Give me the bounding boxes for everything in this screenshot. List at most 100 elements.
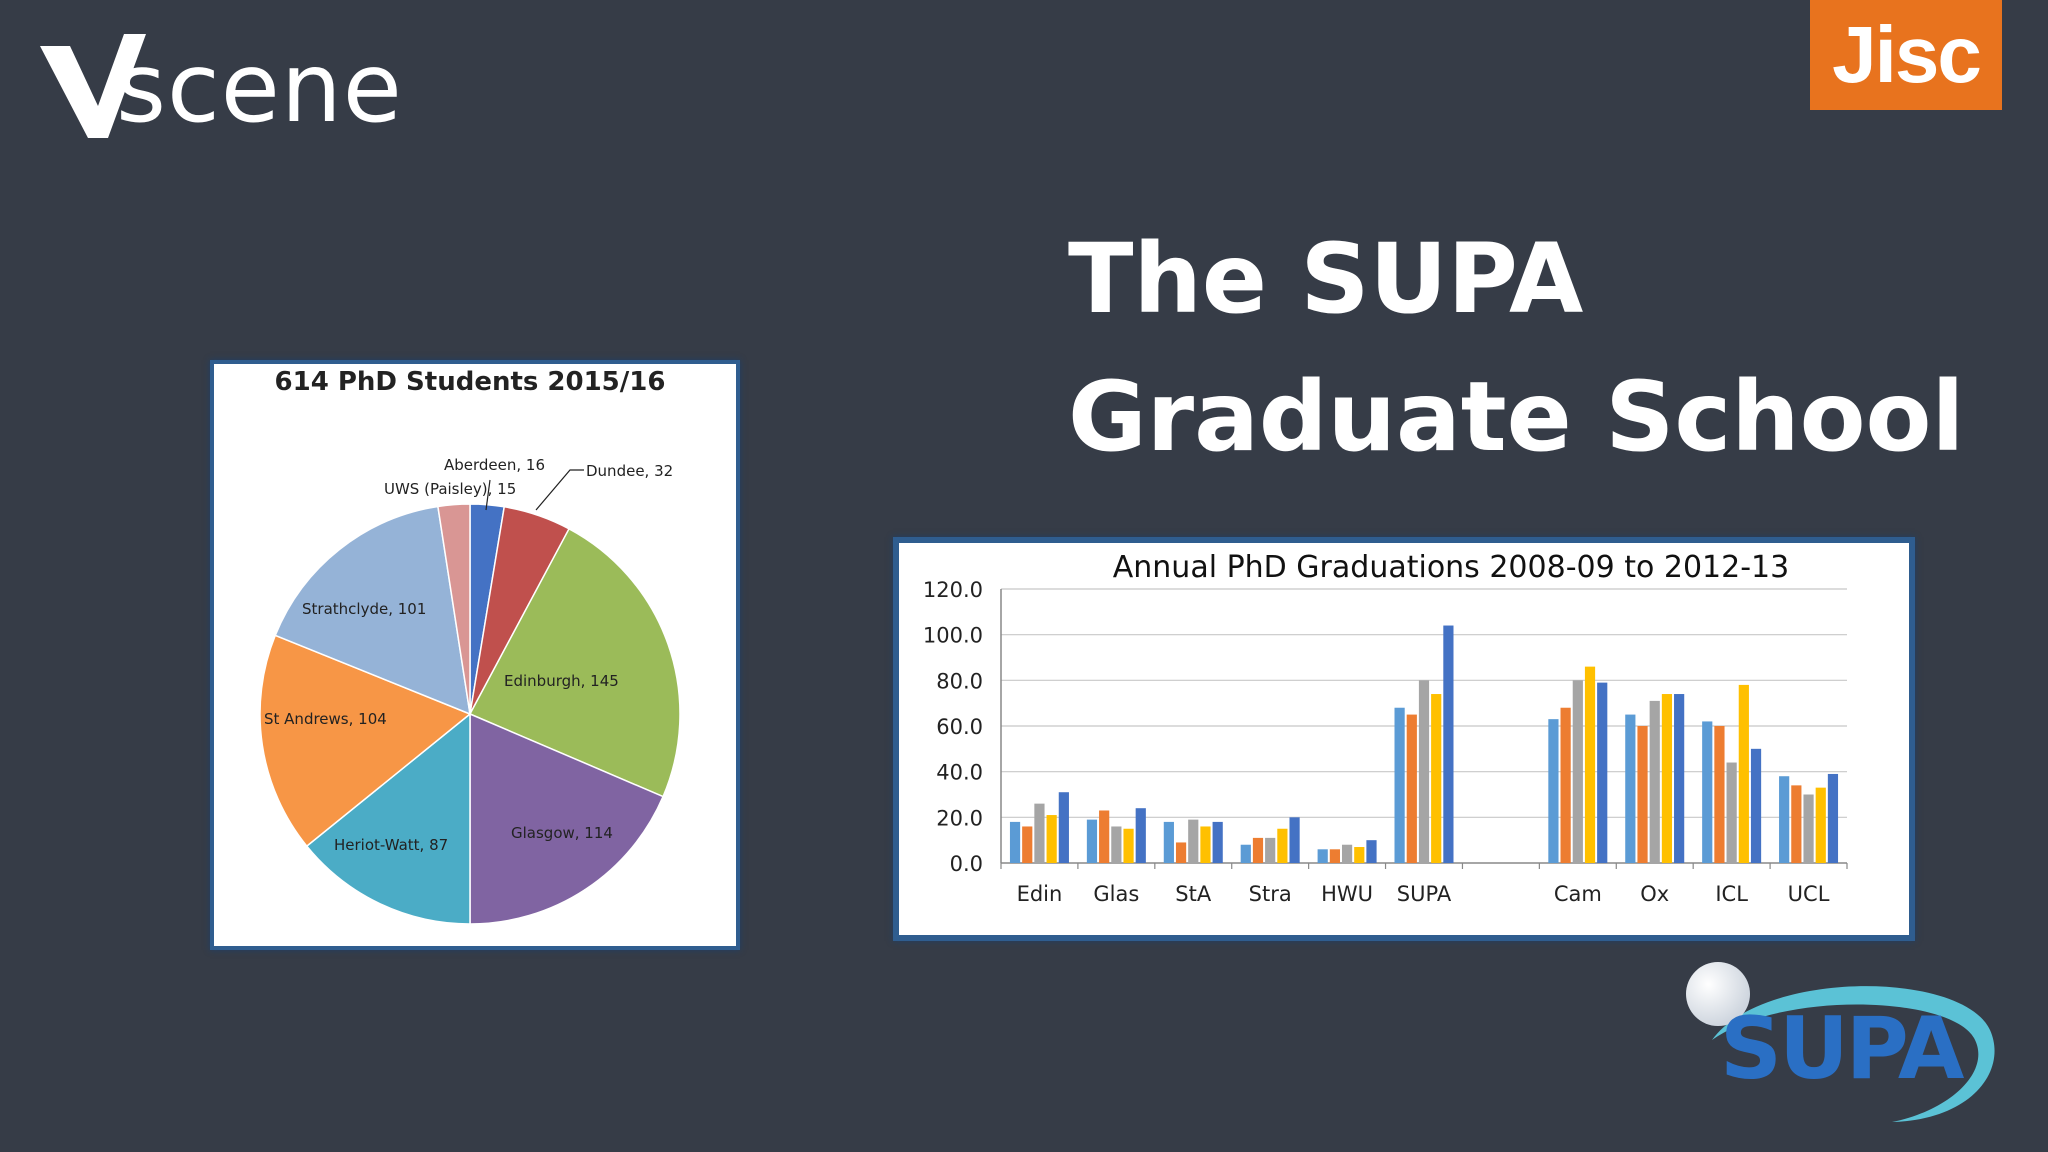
pie-leader-aberdeen: [485, 479, 491, 511]
bar-sta-series-4: [1200, 826, 1211, 863]
bar-xtick-label-glas: Glas: [1093, 882, 1139, 906]
bar-xtick-label-ucl: UCL: [1788, 882, 1830, 906]
vscene-logo-text: scene: [116, 32, 403, 144]
bar-ucl-series-1: [1779, 776, 1790, 863]
bar-xtick-label-icl: ICL: [1715, 882, 1748, 906]
bar-ox-series-1: [1625, 714, 1636, 863]
bar-stra-series-2: [1252, 837, 1264, 863]
bar-edin-series-2: [1022, 826, 1033, 863]
bar-sta-series-1: [1163, 821, 1174, 863]
bar-ytick-label: 80.0: [936, 669, 983, 693]
pie-chart-title: 614 PhD Students 2015/16: [275, 367, 666, 397]
bar-edin-series-3: [1034, 803, 1045, 863]
pie-slice-strathclyde: [274, 505, 471, 716]
bar-sta-series-3: [1188, 819, 1199, 863]
bar-ytick-label: 100.0: [923, 624, 983, 648]
bar-cam-series-2: [1560, 707, 1571, 863]
pie-slice-uws-paisley: [437, 503, 471, 715]
bar-ucl-series-4: [1815, 787, 1826, 863]
pie-label-uws-paisley: UWS (Paisley), 15: [384, 480, 516, 498]
pie-slice-glasgow: [469, 712, 665, 925]
pie-label-edinburgh: Edinburgh, 145: [504, 672, 619, 690]
bar-icl-series-5: [1750, 748, 1762, 863]
bar-ucl-series-2: [1791, 785, 1802, 863]
bar-hwu-series-2: [1329, 849, 1340, 863]
bar-chart-title: Annual PhD Graduations 2008-09 to 2012-1…: [1113, 550, 1789, 585]
bar-icl-series-2: [1714, 726, 1725, 863]
bar-icl-series-1: [1702, 721, 1713, 863]
bar-hwu-series-4: [1354, 847, 1365, 863]
pie-label-strathclyde: Strathclyde, 101: [302, 600, 426, 618]
supa-logo-text: SUPA: [1720, 999, 1965, 1099]
vscene-logo: [36, 28, 416, 148]
bar-supa-series-4: [1431, 694, 1442, 863]
pie-slice-st-andrews: [259, 634, 472, 848]
bar-ytick-label: 120.0: [923, 578, 983, 602]
bar-ytick-label: 40.0: [936, 761, 983, 785]
supa-logo: SUPA: [1672, 960, 2012, 1130]
bar-cam-series-3: [1572, 680, 1583, 863]
pie-label-dundee: Dundee, 32: [586, 462, 673, 480]
bar-chart: Annual PhD Graduations 2008-09 to 2012-1…: [923, 550, 1848, 906]
bar-sta-series-5: [1212, 821, 1223, 863]
bar-ytick-label: 0.0: [950, 852, 983, 876]
bar-supa-series-2: [1406, 714, 1417, 863]
bar-xtick-label-stra: Stra: [1249, 882, 1292, 906]
bar-supa-series-3: [1418, 680, 1430, 863]
bar-ytick-label: 20.0: [936, 806, 983, 830]
bar-supa-series-1: [1394, 707, 1405, 863]
bar-sta-series-2: [1175, 842, 1187, 863]
pie-chart-card: 614 PhD Students 2015/16 Aberdeen, 16 Dun…: [210, 360, 740, 950]
slide-title: The SUPA Graduate School: [1068, 210, 1964, 486]
bar-ox-series-2: [1637, 726, 1648, 863]
bar-glas-series-4: [1123, 828, 1134, 863]
bar-edin-series-1: [1009, 821, 1021, 863]
bar-hwu-series-1: [1317, 849, 1328, 863]
bar-stra-series-5: [1289, 817, 1300, 863]
bar-hwu-series-3: [1341, 844, 1353, 863]
bar-cam-series-5: [1597, 682, 1608, 863]
slide-title-line-1: The SUPA: [1068, 223, 1584, 335]
bar-xtick-label-supa: SUPA: [1397, 882, 1452, 906]
pie-slice-edinburgh: [468, 527, 681, 798]
bar-xtick-label-hwu: HWU: [1321, 882, 1373, 906]
bar-ytick-label: 60.0: [936, 715, 983, 739]
bar-ucl-series-3: [1803, 794, 1814, 863]
pie-chart: 614 PhD Students 2015/16 Aberdeen, 16 Dun…: [259, 367, 681, 925]
bar-icl-series-4: [1738, 684, 1749, 863]
supa-sphere-icon: [1686, 962, 1750, 1026]
pie-label-heriot-watt: Heriot-Watt, 87: [334, 836, 448, 854]
bar-edin-series-4: [1046, 815, 1057, 863]
bar-xtick-label-cam: Cam: [1554, 882, 1602, 906]
bar-glas-series-3: [1111, 826, 1122, 863]
jisc-logo: Jisc: [1810, 0, 2002, 110]
bar-edin-series-5: [1058, 792, 1069, 863]
pie-slice-heriot-watt: [305, 712, 471, 925]
bar-stra-series-3: [1265, 837, 1276, 863]
bar-stra-series-4: [1277, 828, 1288, 863]
pie-label-glasgow: Glasgow, 114: [511, 824, 613, 842]
bar-cam-series-4: [1584, 666, 1596, 863]
bar-icl-series-3: [1726, 762, 1737, 863]
bar-xtick-label-edin: Edin: [1017, 882, 1063, 906]
bar-ucl-series-5: [1827, 773, 1839, 863]
bar-ox-series-5: [1674, 694, 1685, 863]
bar-stra-series-1: [1240, 844, 1251, 863]
bar-hwu-series-5: [1366, 840, 1377, 863]
bar-cam-series-1: [1548, 719, 1559, 863]
pie-label-aberdeen: Aberdeen, 16: [444, 456, 545, 474]
bar-ox-series-3: [1649, 700, 1660, 863]
bar-xtick-label-ox: Ox: [1640, 882, 1669, 906]
pie-leader-dundee: [535, 469, 584, 511]
bar-ox-series-4: [1661, 694, 1673, 863]
pie-label-st-andrews: St Andrews, 104: [264, 710, 387, 728]
bar-glas-series-5: [1135, 808, 1146, 863]
bar-xtick-label-sta: StA: [1175, 882, 1212, 906]
bar-supa-series-5: [1443, 625, 1454, 863]
bar-glas-series-2: [1099, 810, 1110, 863]
jisc-logo-text: Jisc: [1832, 10, 1982, 99]
vscene-v-mark: [40, 34, 146, 138]
bar-glas-series-1: [1086, 819, 1098, 863]
slide-title-line-2: Graduate School: [1068, 361, 1965, 473]
bar-chart-card: Annual PhD Graduations 2008-09 to 2012-1…: [893, 537, 1915, 941]
